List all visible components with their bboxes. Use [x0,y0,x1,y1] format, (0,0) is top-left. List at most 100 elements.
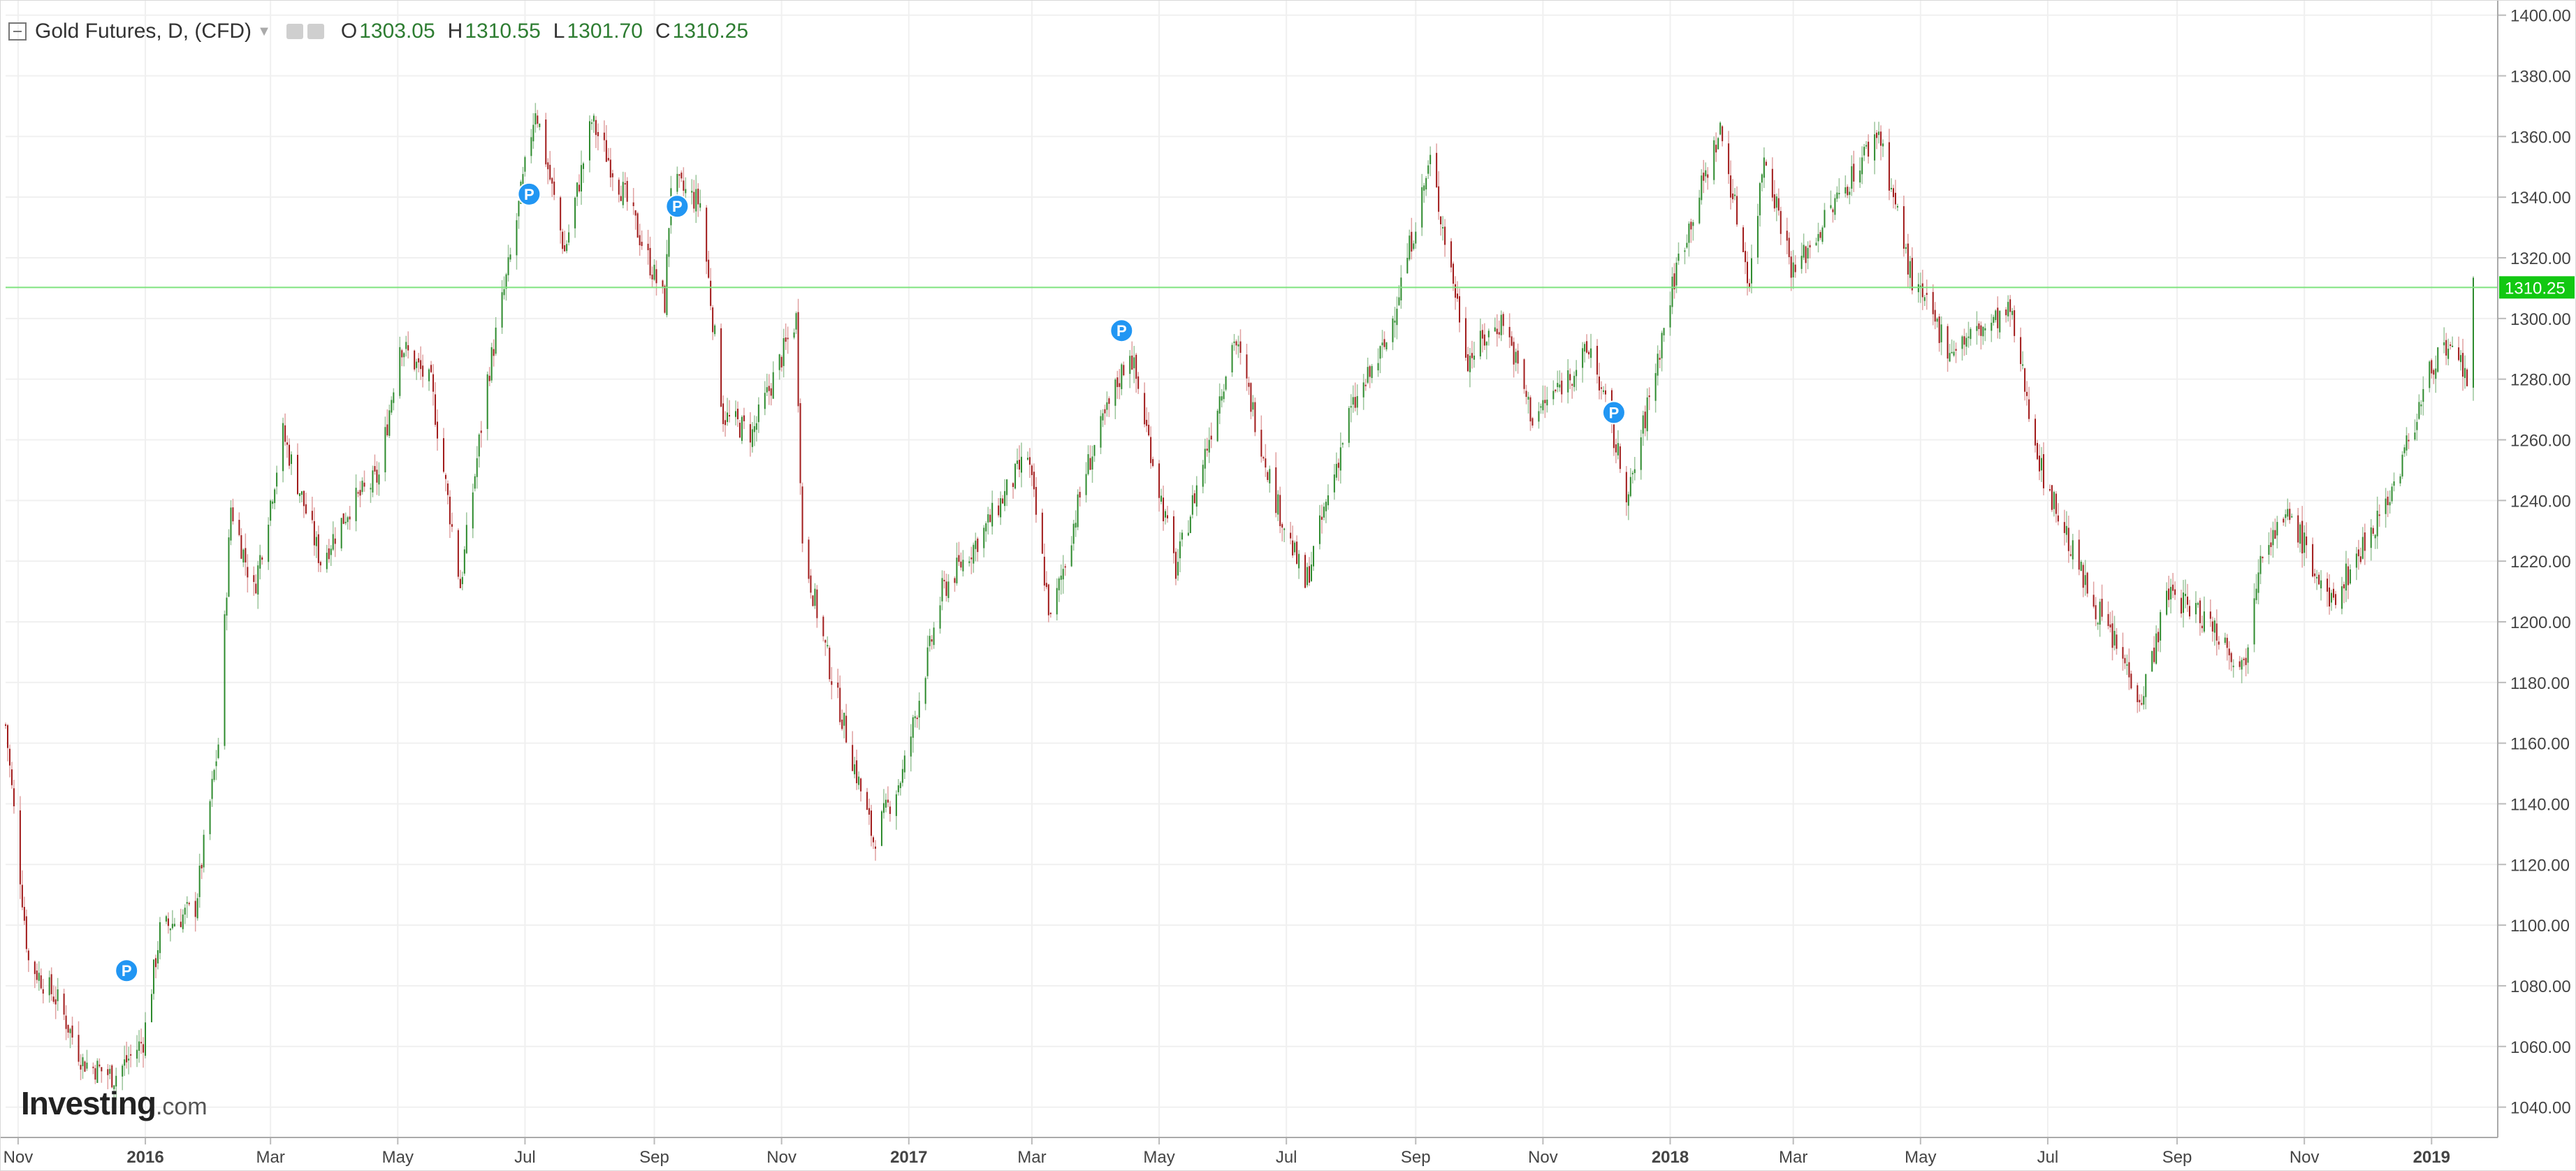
candle-body [2241,660,2243,670]
candle-body [1413,243,1415,249]
candle-body [574,197,576,228]
candle-body [1327,495,1329,506]
candle-body [1824,210,1826,228]
ohlc-close: C 1310.25 [655,20,749,43]
candle-body [1882,143,1884,147]
candle-body [432,374,435,392]
candle-body [1106,402,1108,410]
candle-body [829,648,831,680]
candle-body [1179,541,1181,559]
candle-body [342,513,344,524]
candle-body [143,1044,145,1053]
candle-body [2055,493,2057,514]
candle-body [355,488,357,521]
candle-body [1569,374,1571,381]
candle-body [664,285,666,313]
candle-body [1761,174,1763,183]
candle-body [2184,593,2186,597]
candle-body [2181,597,2183,614]
candle-body [305,504,307,514]
candle-body [697,189,699,205]
x-tick-label: 2018 [1652,1148,1689,1167]
candle-body [1819,232,1821,238]
ohlc-open: O 1303.05 [340,20,435,43]
candle-body [1874,134,1876,161]
candle-body [691,191,693,193]
candle-body [509,254,511,260]
candle-body [873,837,875,843]
candle-body [1100,416,1102,448]
candle-body [1165,511,1167,518]
candle-body [1440,216,1442,225]
candle-body [837,682,839,688]
candle-body [437,421,439,439]
candle-body [1991,322,1993,331]
candle-body [1523,359,1525,389]
candle-body [488,375,490,381]
candle-body [2143,696,2145,705]
candle-body [128,1059,130,1061]
candle-body [501,292,503,328]
candle-body [2168,588,2170,600]
candle-body [507,257,509,275]
candle-body [1163,497,1165,522]
candle-body [2084,575,2086,586]
candle-body [2255,588,2257,600]
settings-icon[interactable] [307,24,324,39]
candle-body [1411,231,1413,252]
candle-body [40,975,42,989]
candle-body [2253,598,2255,645]
candle-body [357,492,359,494]
camera-icon[interactable] [286,24,303,39]
candle-body [622,182,624,205]
candle-body [2328,587,2330,606]
candle-body [1294,542,1296,553]
candle-body [1427,165,1429,174]
chevron-down-icon[interactable]: ▼ [257,23,271,39]
candle-body [401,350,403,358]
candle-body [1421,187,1423,228]
candle-body [2145,674,2147,697]
candle-body [1335,463,1337,478]
candle-body [140,1042,143,1044]
candle-body [1853,163,1855,182]
candle-body [270,500,272,521]
candle-body [274,489,276,504]
candle-body [1254,402,1256,432]
candle-body [372,470,374,493]
candle-body [490,347,493,381]
candle-body [2355,553,2357,568]
candle-body [1794,264,1796,272]
candle-body [1047,584,1049,616]
candle-body [257,565,259,595]
candle-body [238,520,240,535]
candle-body [1354,397,1356,408]
candle-body [766,387,768,393]
collapse-button[interactable] [8,22,27,41]
candle-body [1561,380,1563,395]
candle-body [457,530,459,577]
candle-body [27,950,29,961]
candle-body [449,496,451,525]
candle-body [1028,457,1031,465]
candle-body [1031,465,1033,475]
candle-body [562,231,564,249]
candle-body [530,137,532,157]
x-tick-label: 2016 [126,1148,163,1167]
candle-body [662,280,664,287]
candle-body [182,914,184,929]
candle-body [989,514,991,523]
candle-body [1444,226,1446,245]
candle-body [968,561,970,563]
candle-body [1485,342,1487,346]
candle-body [1861,157,1863,175]
candle-body [987,514,989,523]
candle-body [1865,145,1868,147]
candle-body [2349,569,2351,584]
candle-body [1773,194,1775,209]
candle-body [272,501,274,504]
candle-body [284,425,286,442]
event-marker-label: P [524,186,534,203]
